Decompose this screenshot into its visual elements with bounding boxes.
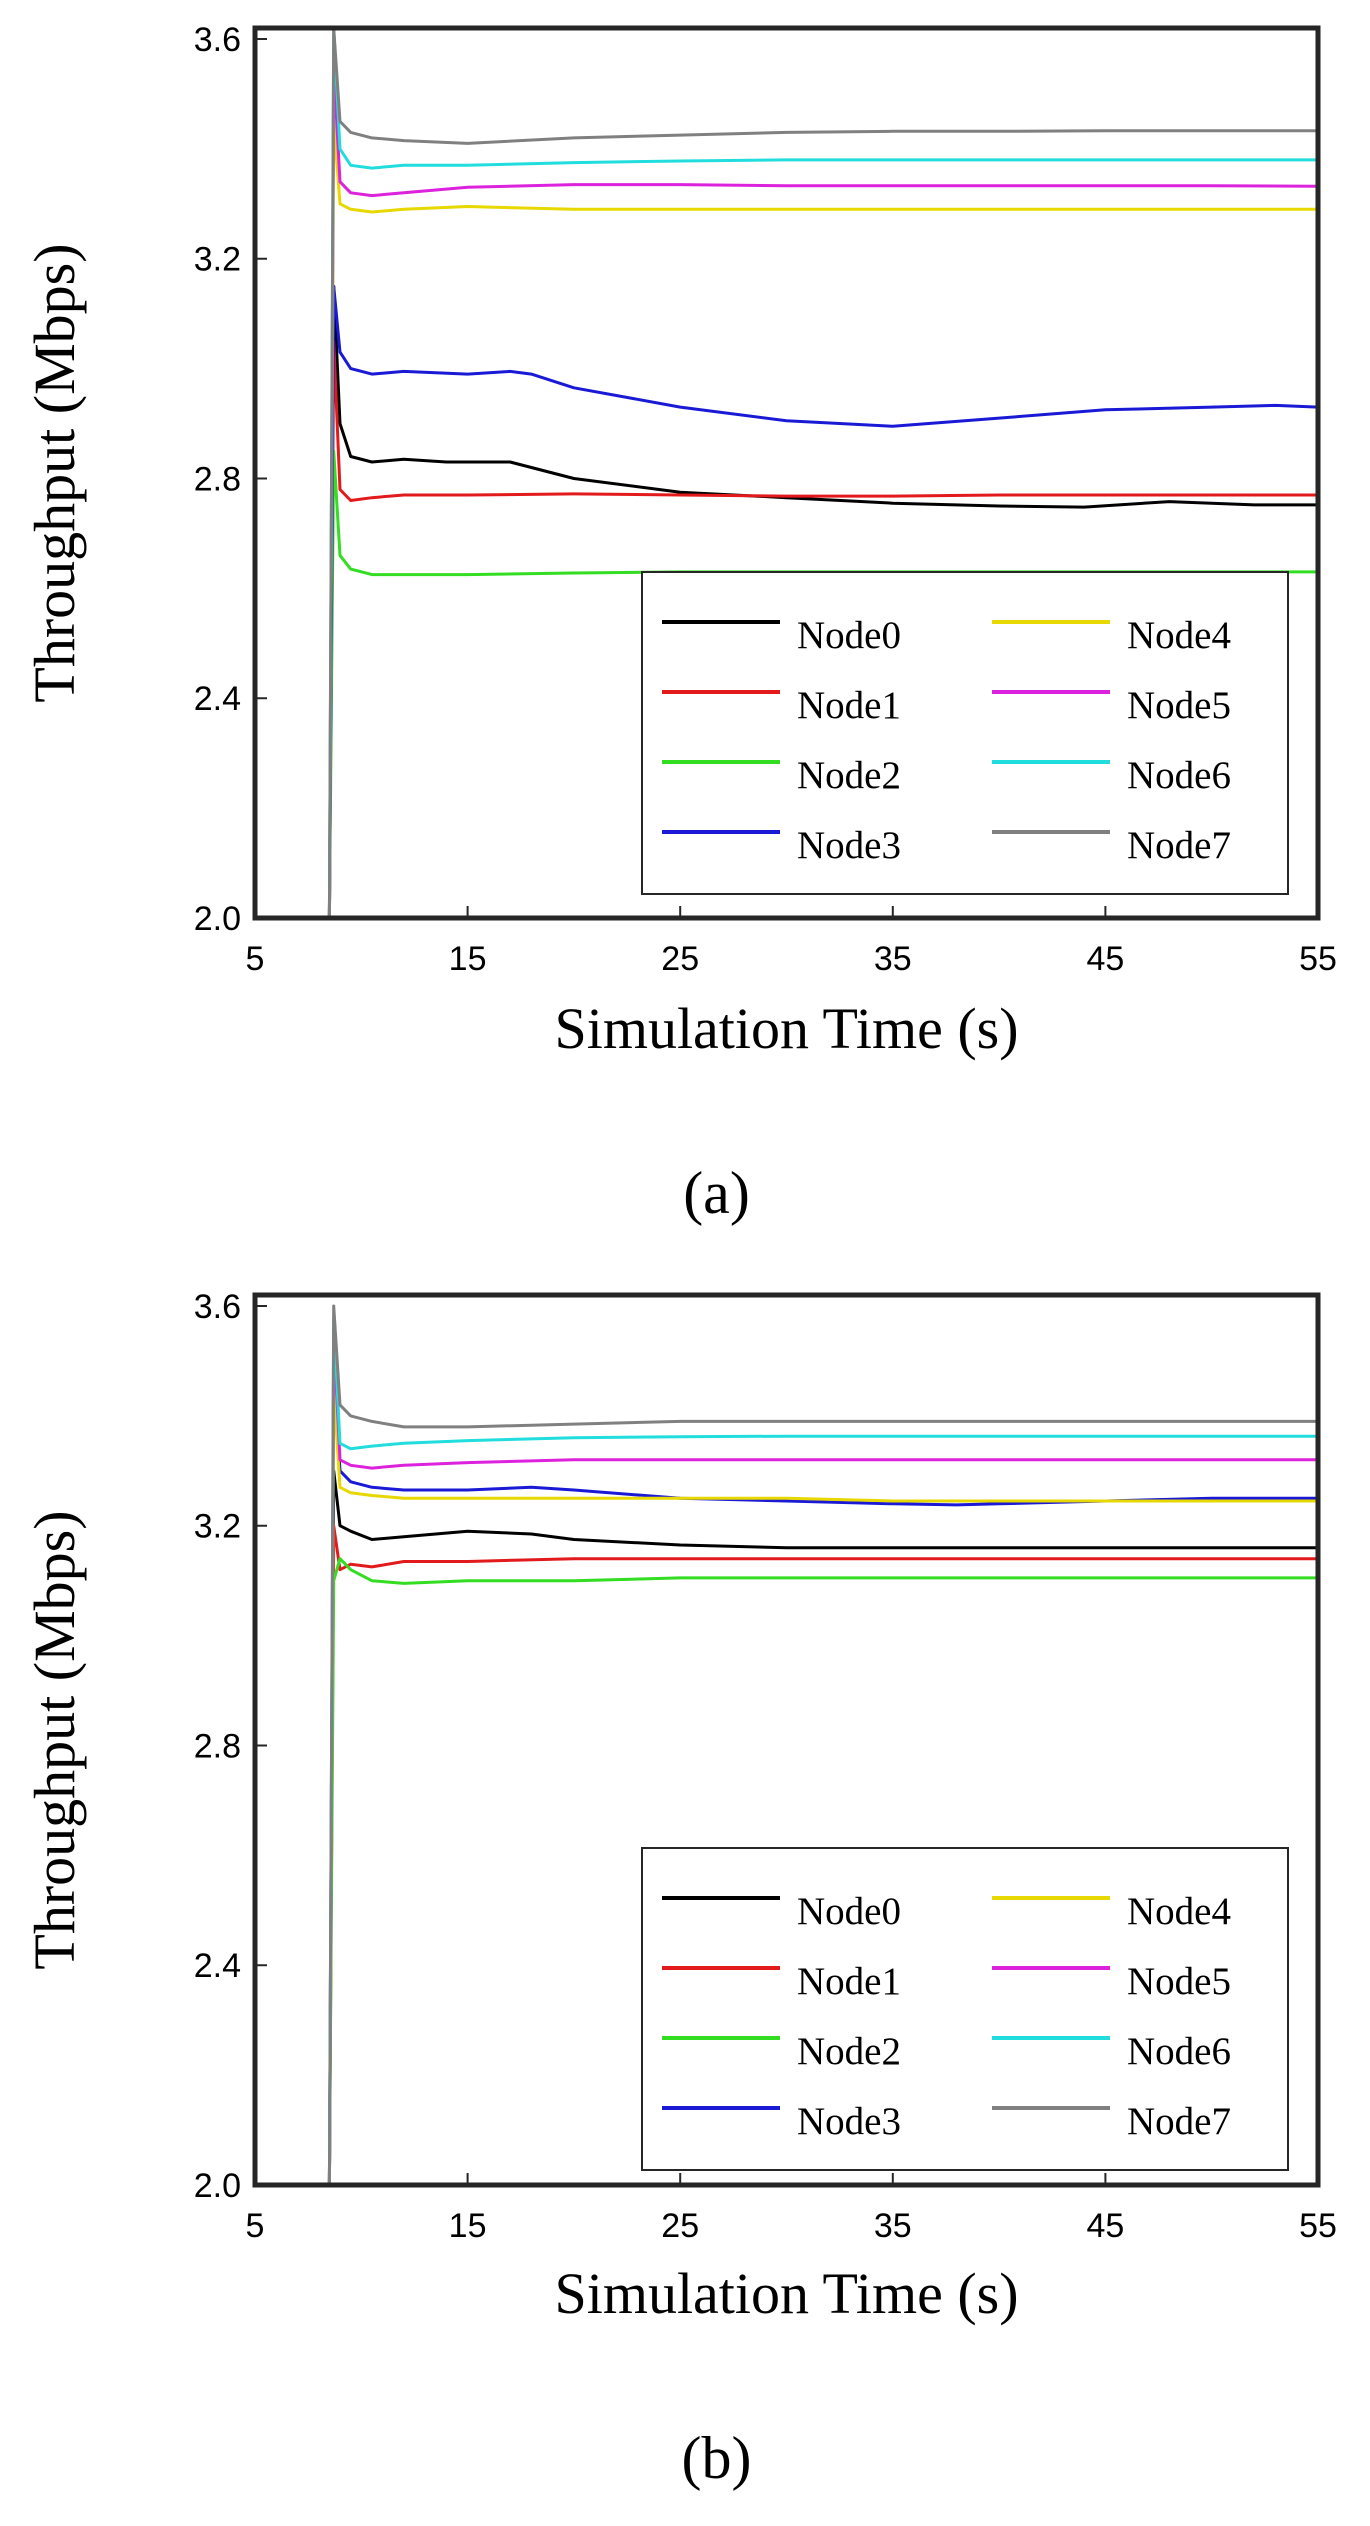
legend-label-node3: Node3 bbox=[797, 824, 901, 867]
x-tick-label: 25 bbox=[661, 2207, 699, 2245]
y-tick-label: 2.0 bbox=[194, 900, 241, 938]
x-tick-label: 25 bbox=[661, 940, 699, 978]
legend-label-node7: Node7 bbox=[1127, 2100, 1231, 2143]
legend-box bbox=[641, 1847, 1289, 2171]
y-axis-label: Throughput (Mbps) bbox=[22, 1510, 87, 1969]
x-tick-label: 45 bbox=[1086, 2207, 1124, 2245]
x-tick-label: 15 bbox=[449, 2207, 487, 2245]
series-line-node7 bbox=[327, 1304, 1318, 2185]
series-line-node7 bbox=[327, 28, 1318, 918]
legend-label-node4: Node4 bbox=[1127, 614, 1231, 657]
legend-label-node6: Node6 bbox=[1127, 2030, 1231, 2073]
series-line-node6 bbox=[327, 1315, 1318, 2185]
chart-panel-a: 5 15 25 35 45 55 2.0 2.4 2.8 3.2 3.6 Simulation Tim… bbox=[22, 21, 1337, 1226]
series-line-node0 bbox=[327, 1469, 1318, 2185]
x-tick-label: 5 bbox=[246, 2207, 265, 2245]
legend-label-node0: Node0 bbox=[797, 614, 901, 657]
plot-frame bbox=[252, 25, 1321, 921]
series-line-node3 bbox=[327, 284, 1318, 918]
x-tick-label: 15 bbox=[449, 940, 487, 978]
y-tick-label: 3.6 bbox=[194, 21, 241, 59]
legend-label-node5: Node5 bbox=[1127, 1960, 1231, 2003]
x-tick-label: 45 bbox=[1086, 940, 1124, 978]
series-line-node1 bbox=[327, 339, 1318, 918]
x-tick-label: 5 bbox=[246, 940, 265, 978]
legend: Node0 Node1 Node2 Node3 Node4 Node5 Node6 Node7 bbox=[641, 1847, 1289, 2171]
series-line-node5 bbox=[327, 1332, 1318, 2185]
x-tick-label: 35 bbox=[874, 940, 912, 978]
panel-label: (a) bbox=[683, 1160, 750, 1226]
series-group bbox=[327, 28, 1318, 918]
legend-label-node2: Node2 bbox=[797, 2030, 901, 2073]
legend-label-node3: Node3 bbox=[797, 2100, 901, 2143]
y-tick-label: 3.2 bbox=[194, 1508, 241, 1546]
legend-box bbox=[641, 571, 1289, 895]
series-line-node6 bbox=[327, 28, 1318, 918]
y-tick-label: 2.4 bbox=[194, 680, 241, 718]
x-axis-label: Simulation Time (s) bbox=[554, 2261, 1018, 2326]
legend-label-node1: Node1 bbox=[797, 684, 901, 727]
plot-frame bbox=[252, 1292, 1321, 2188]
series-line-node2 bbox=[327, 1557, 1318, 2185]
y-tick-label: 2.8 bbox=[194, 460, 241, 498]
x-tick-label: 55 bbox=[1299, 940, 1337, 978]
legend: Node0 Node1 Node2 Node3 Node4 Node5 Node6 Node7 bbox=[641, 571, 1289, 895]
chart-panel-b: 5 15 25 35 45 55 2.0 2.4 2.8 3.2 3.6 Simulation Tim… bbox=[22, 1288, 1337, 2491]
y-tick-label: 2.0 bbox=[194, 2167, 241, 2205]
y-tick-label: 2.4 bbox=[194, 1947, 241, 1985]
y-tick-label: 3.6 bbox=[194, 1288, 241, 1326]
y-tick-label: 2.8 bbox=[194, 1727, 241, 1765]
x-axis-label: Simulation Time (s) bbox=[554, 996, 1018, 1061]
panel-label: (b) bbox=[682, 2425, 752, 2491]
legend-label-node0: Node0 bbox=[797, 1890, 901, 1933]
legend-label-node7: Node7 bbox=[1127, 824, 1231, 867]
series-line-node4 bbox=[327, 119, 1318, 918]
legend-label-node4: Node4 bbox=[1127, 1890, 1231, 1933]
series-line-node3 bbox=[327, 1359, 1318, 2185]
legend-label-node6: Node6 bbox=[1127, 754, 1231, 797]
legend-label-node2: Node2 bbox=[797, 754, 901, 797]
legend-label-node5: Node5 bbox=[1127, 684, 1231, 727]
series-line-node1 bbox=[327, 1524, 1318, 2185]
series-line-node0 bbox=[327, 284, 1318, 918]
x-tick-label: 55 bbox=[1299, 2207, 1337, 2245]
y-tick-label: 3.2 bbox=[194, 241, 241, 279]
series-group bbox=[327, 1304, 1318, 2185]
series-line-node4 bbox=[327, 1386, 1318, 2185]
x-tick-label: 35 bbox=[874, 2207, 912, 2245]
y-axis-label: Throughput (Mbps) bbox=[22, 243, 87, 702]
series-line-node5 bbox=[327, 65, 1318, 918]
legend-label-node1: Node1 bbox=[797, 1960, 901, 2003]
